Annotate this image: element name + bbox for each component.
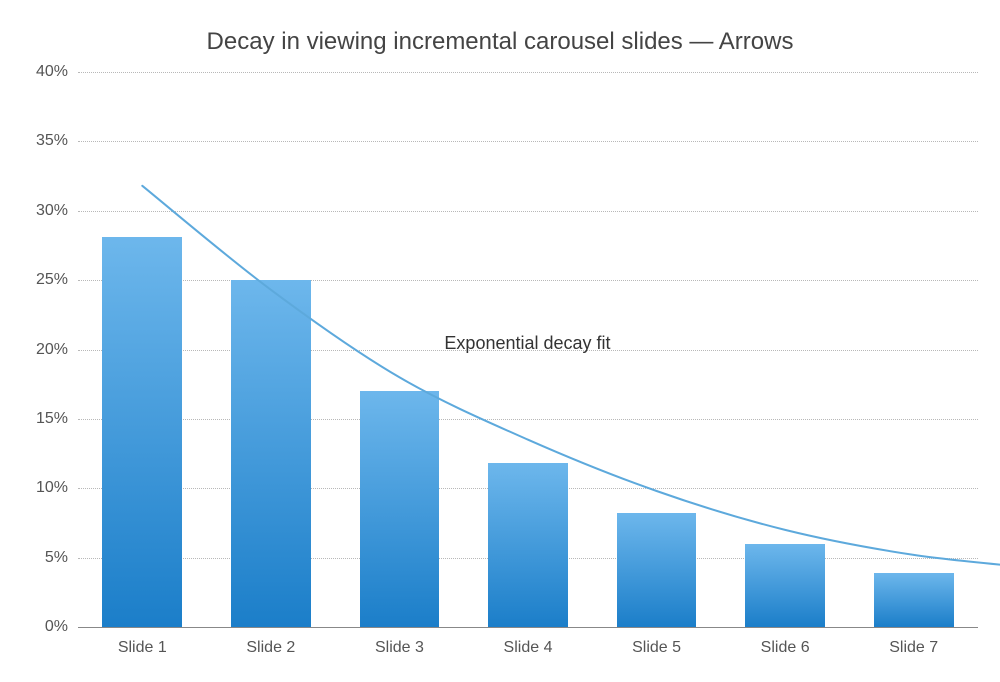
- x-axis-label: Slide 6: [761, 639, 810, 657]
- trendline-label: Exponential decay fit: [444, 333, 610, 354]
- x-axis-label: Slide 1: [118, 639, 167, 657]
- x-axis-label: Slide 7: [889, 639, 938, 657]
- y-axis-label: 35%: [18, 132, 68, 150]
- y-axis-label: 0%: [18, 618, 68, 636]
- x-axis-label: Slide 5: [632, 639, 681, 657]
- plot-area: 0%5%10%15%20%25%30%35%40%Slide 1Slide 2S…: [78, 72, 978, 627]
- axis-baseline: [78, 627, 978, 628]
- y-axis-label: 40%: [18, 63, 68, 81]
- y-axis-label: 15%: [18, 410, 68, 428]
- x-axis-label: Slide 2: [246, 639, 295, 657]
- y-axis-label: 25%: [18, 271, 68, 289]
- y-axis-label: 10%: [18, 479, 68, 497]
- y-axis-label: 30%: [18, 202, 68, 220]
- x-axis-label: Slide 3: [375, 639, 424, 657]
- chart-title: Decay in viewing incremental carousel sl…: [0, 28, 1000, 56]
- x-axis-label: Slide 4: [504, 639, 553, 657]
- y-axis-label: 5%: [18, 549, 68, 567]
- y-axis-label: 20%: [18, 341, 68, 359]
- chart-container: Decay in viewing incremental carousel sl…: [0, 0, 1000, 682]
